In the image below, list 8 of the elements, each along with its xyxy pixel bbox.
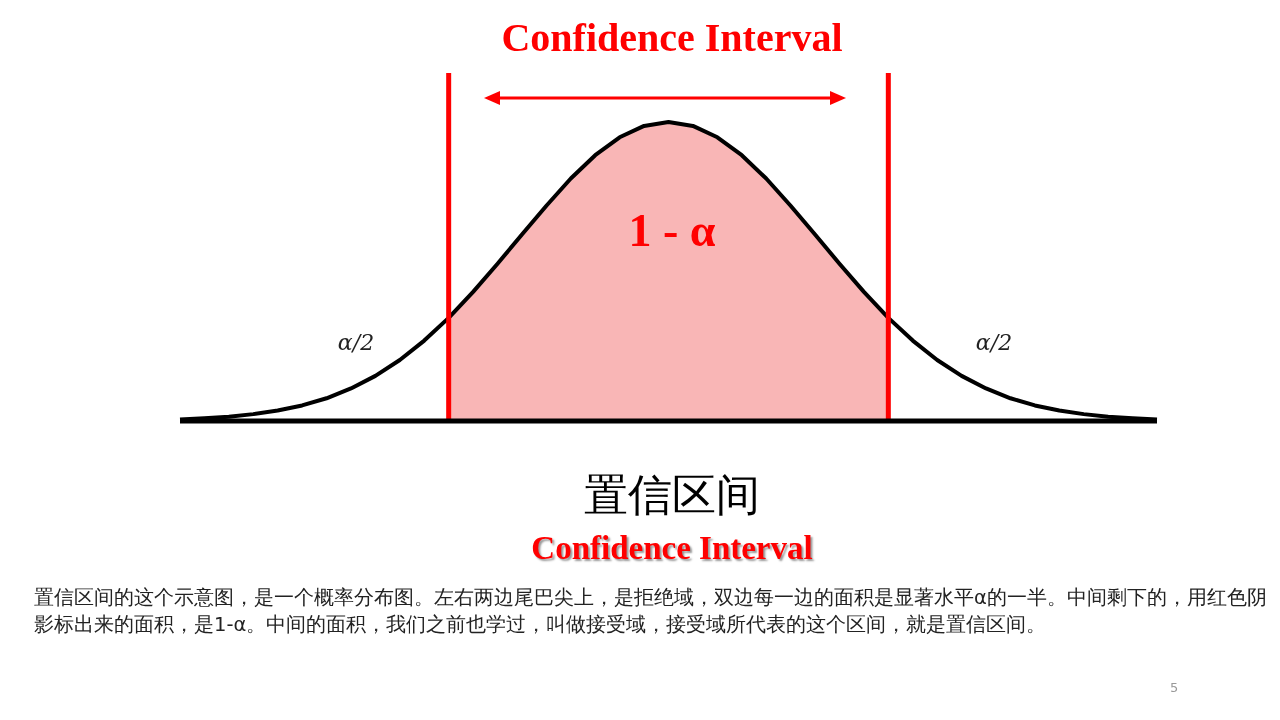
- annotation: α/2: [336, 330, 376, 355]
- annotation: α/2: [974, 330, 1014, 355]
- text: Confidence Interval: [530, 530, 814, 567]
- text: 置信区间的这个示意图，是一个概率分布图。左右两边尾巴尖上，是拒绝域，双边每一边的面积是显著水平α的一半。中间剩下的，用红色阴影标出来的面积，是1-α。中间的面积，我们之前也学过，叫做接受域，接受域所代表的这个区间，就是置信区间。: [34, 585, 1268, 638]
- text: 5: [1170, 680, 1180, 695]
- x-axis-title: 置信区间: [583, 468, 761, 522]
- annotation: 1 - α: [627, 204, 717, 257]
- chart-title: Confidence Interval: [500, 14, 844, 61]
